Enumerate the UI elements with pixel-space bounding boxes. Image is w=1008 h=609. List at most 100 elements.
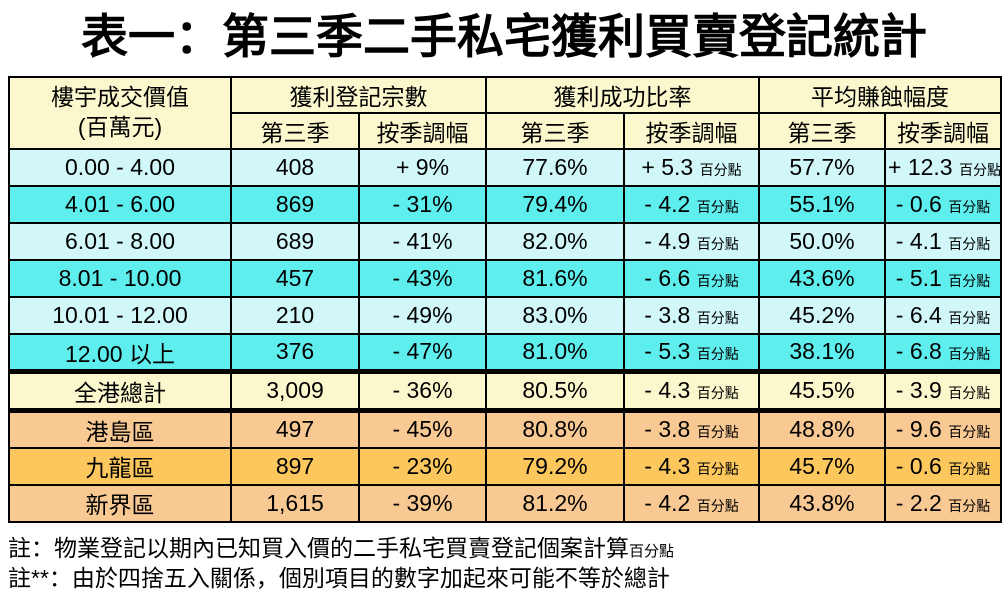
cell-value: + 5.3: [641, 153, 700, 180]
row-label: 10.01 - 12.00: [8, 295, 232, 335]
cell-value: - 6.6: [644, 264, 697, 291]
group-header-registrations: 獲利登記宗數: [230, 75, 487, 114]
unit-suffix: 百分點: [696, 497, 739, 514]
data-cell: - 4.2 百分點: [623, 184, 760, 224]
data-cell: 497: [230, 409, 360, 449]
data-cell: - 41%: [358, 221, 487, 261]
cell-value: - 4.2: [644, 489, 697, 516]
data-cell: 689: [230, 221, 360, 261]
data-cell: 55.1%: [758, 184, 886, 224]
unit-suffix: 百分點: [696, 346, 739, 363]
data-cell: 82.0%: [485, 221, 625, 261]
data-cell: - 49%: [358, 295, 487, 335]
row-label: 0.00 - 4.00: [8, 147, 232, 187]
data-cell: 48.8%: [758, 409, 886, 449]
data-cell: 50.0%: [758, 221, 886, 261]
row-label: 九龍區: [8, 446, 232, 486]
cell-value: - 6.4: [895, 301, 949, 328]
data-cell: 79.2%: [485, 446, 625, 486]
page-title: 表一：第三季二手私宅獲利買賣登記統計: [81, 10, 927, 63]
data-cell: - 0.6 百分點: [884, 446, 1002, 486]
cell-value: - 6.8: [895, 338, 949, 365]
sub-header-row: 第三季 按季調幅 第三季 按季調幅 第三季 按季調幅: [9, 111, 1002, 150]
data-cell: 897: [230, 446, 360, 486]
data-cell: - 6.4 百分點: [884, 295, 1002, 335]
data-cell: 77.6%: [485, 147, 625, 187]
data-cell: 57.7%: [758, 147, 886, 187]
corner-header: 樓宇成交價值 (百萬元): [8, 75, 232, 150]
unit-suffix: 百分點: [696, 424, 739, 441]
row-label: 6.01 - 8.00: [8, 221, 232, 261]
table-row: 6.01 - 8.00 689- 41% 82.0% - 4.9 百分點 50.0% - …: [8, 221, 1002, 261]
corner-header-line1: 樓宇成交價值: [51, 83, 189, 110]
data-cell: 869: [230, 184, 360, 224]
data-cell: 79.4%: [485, 184, 625, 224]
cell-value: - 3.8: [644, 301, 697, 328]
data-cell: 408: [230, 147, 360, 187]
unit-suffix: 百分點: [948, 460, 991, 477]
stats-table: 樓宇成交價值 (百萬元) 獲利登記宗數 獲利成功比率 平均賺蝕幅度 第三季 按季…: [8, 75, 1002, 523]
data-cell: 45.2%: [758, 295, 886, 335]
data-cell: - 45%: [358, 409, 487, 449]
data-cell: - 6.8 百分點: [884, 332, 1002, 373]
data-cell: - 9.6 百分點: [884, 409, 1002, 449]
data-cell: 376: [230, 332, 360, 373]
data-cell: 81.2%: [485, 483, 625, 523]
row-label: 8.01 - 10.00: [8, 258, 232, 298]
sub-header-q3: 第三季: [485, 111, 625, 150]
unit-suffix: 百分點: [948, 346, 991, 363]
unit-suffix: 百分點: [948, 497, 991, 514]
data-cell: - 3.8 百分點: [623, 295, 760, 335]
data-cell: 43.6%: [758, 258, 886, 298]
cell-value: + 12.3: [888, 153, 959, 180]
data-cell: - 4.2 百分點: [623, 483, 760, 523]
footnote-2: 註**：由於四捨五入關係，個別項目的數字加起來可能不等於總計: [8, 565, 670, 592]
data-cell: - 0.6 百分點: [884, 184, 1002, 224]
unit-suffix: 百分點: [948, 424, 991, 441]
sub-header-q3: 第三季: [230, 111, 360, 150]
unit-suffix: 百分點: [699, 161, 742, 178]
table-row: 0.00 - 4.00 408 + 9% 77.6% + 5.3 百分點 57.7% + 1…: [8, 147, 1002, 187]
data-cell: - 3.9 百分點: [884, 368, 1002, 413]
table-row: 4.01 - 6.00 869- 31% 79.4% - 4.2 百分點 55.1% - …: [8, 184, 1002, 224]
corner-header-line2: (百萬元): [77, 113, 163, 140]
data-cell: 81.6%: [485, 258, 625, 298]
cell-value: - 2.2: [895, 489, 949, 516]
unit-suffix: 百分點: [958, 161, 1001, 178]
row-label: 12.00 以上: [8, 332, 232, 373]
data-cell: 38.1%: [758, 332, 886, 373]
data-cell: - 43%: [358, 258, 487, 298]
row-label: 全港總計: [8, 368, 232, 413]
cell-value: - 3.8: [644, 416, 697, 443]
table-row: 港島區 497- 45% 80.8% - 3.8 百分點 48.8% - 9.6 百分點: [8, 409, 1002, 449]
cell-value: - 3.9: [895, 377, 949, 404]
cell-value: - 0.6: [895, 190, 949, 217]
sub-header-qoq: 按季調幅: [623, 111, 760, 150]
table-row: 8.01 - 10.00 457- 43% 81.6% - 6.6 百分點 43.6% -…: [8, 258, 1002, 298]
unit-suffix: 百分點: [948, 235, 991, 252]
data-cell: 1,615: [230, 483, 360, 523]
footnote-1-text: 註：物業登記以期內已知買入價的二手私宅買賣登記個案計算: [8, 534, 629, 561]
data-cell: - 23%: [358, 446, 487, 486]
unit-suffix: 百分點: [696, 272, 739, 289]
row-label: 4.01 - 6.00: [8, 184, 232, 224]
data-cell: - 4.1 百分點: [884, 221, 1002, 261]
data-cell: + 5.3 百分點: [623, 147, 760, 187]
table-row: 九龍區 897- 23% 79.2% - 4.3 百分點 45.7% - 0.6 百分點: [8, 446, 1002, 486]
table-header: 樓宇成交價值 (百萬元) 獲利登記宗數 獲利成功比率 平均賺蝕幅度 第三季 按季…: [8, 75, 1002, 150]
data-cell: 80.8%: [485, 409, 625, 449]
unit-suffix: 百分點: [948, 309, 991, 326]
data-cell: - 31%: [358, 184, 487, 224]
unit-suffix: 百分點: [948, 272, 991, 289]
cell-value: - 9.6: [895, 416, 949, 443]
cell-value: - 4.3: [644, 377, 697, 404]
data-cell: - 47%: [358, 332, 487, 373]
data-cell: + 9%: [358, 147, 487, 187]
footnote-1-suffix: 百分點: [629, 542, 675, 560]
row-label: 港島區: [8, 409, 232, 449]
data-cell: 83.0%: [485, 295, 625, 335]
data-cell: - 3.8 百分點: [623, 409, 760, 449]
data-cell: - 4.9 百分點: [623, 221, 760, 261]
cell-value: - 4.1: [895, 227, 949, 254]
table-row: 12.00 以上 376- 47% 81.0% - 5.3 百分點 38.1% - 6.8…: [8, 332, 1002, 373]
